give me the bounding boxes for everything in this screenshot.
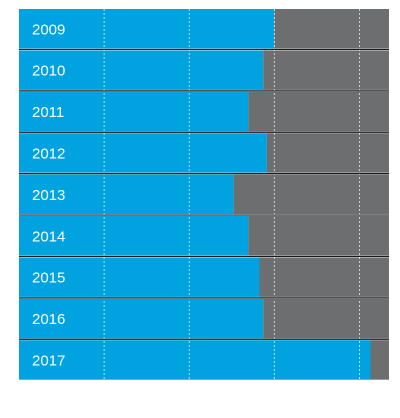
- bar-2011-segment-1: [19, 91, 249, 132]
- bar-2010-segment-1: [19, 50, 264, 90]
- category-label-2014: 2014: [32, 228, 65, 245]
- bar-2016-segment-2: [263, 298, 389, 339]
- category-label-2016: 2016: [32, 311, 65, 328]
- bar-2012-segment-1: [19, 133, 267, 173]
- bar-2017-segment-2: [370, 340, 389, 380]
- category-label-2010: 2010: [32, 63, 65, 80]
- bar-2011-segment-2: [248, 91, 389, 132]
- category-label-2012: 2012: [32, 145, 65, 162]
- bar-2009-segment-1: [19, 9, 275, 49]
- bar-2012-segment-2: [266, 133, 389, 173]
- bars-layer: [19, 9, 389, 380]
- bar-2017-segment-1: [19, 340, 371, 380]
- gridlines-layer: [19, 9, 389, 380]
- category-label-2011: 2011: [32, 104, 64, 121]
- category-labels-layer: 2009 2010 2011 2012 2013 2014 2015 2016 2017: [32, 21, 65, 369]
- bar-2010-segment-2: [263, 50, 389, 90]
- category-label-2015: 2015: [32, 270, 65, 287]
- category-label-2017: 2017: [32, 352, 65, 369]
- category-label-2013: 2013: [32, 187, 65, 204]
- bar-2009-segment-2: [274, 9, 389, 49]
- bar-2015-segment-2: [259, 257, 389, 297]
- bar-2014-segment-1: [19, 216, 249, 256]
- bar-2014-segment-2: [248, 216, 389, 256]
- bar-2013-segment-2: [233, 174, 389, 215]
- bar-2015-segment-1: [19, 257, 260, 297]
- category-label-2009: 2009: [32, 21, 65, 38]
- bar-2013-segment-1: [19, 174, 234, 215]
- bar-2016-segment-1: [19, 298, 264, 339]
